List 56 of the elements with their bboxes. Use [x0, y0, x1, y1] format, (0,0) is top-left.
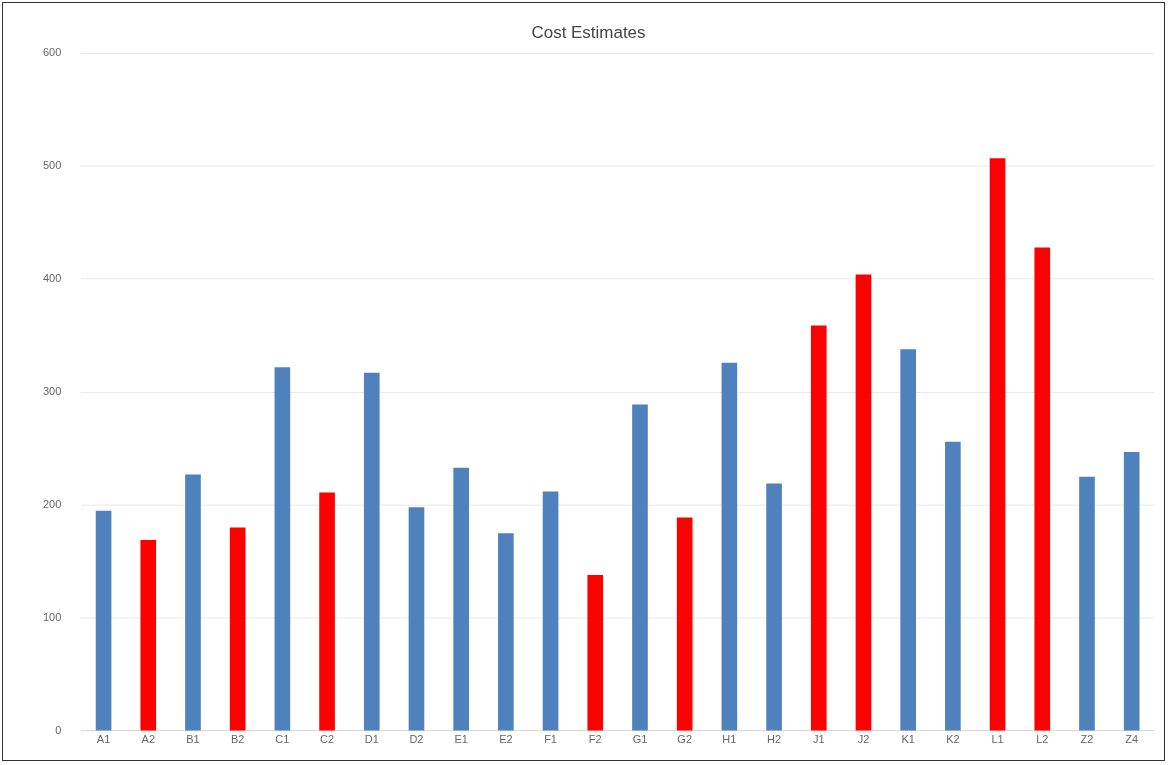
bar	[1079, 476, 1095, 731]
bar	[498, 533, 514, 731]
bar	[1034, 247, 1051, 731]
bar	[945, 441, 961, 731]
bar	[721, 362, 738, 731]
y-tick-label: 400	[42, 272, 62, 285]
bar	[900, 349, 916, 731]
bar	[185, 474, 201, 731]
x-tick-label: Z4	[1125, 733, 1139, 746]
x-tick-label: L2	[1036, 733, 1049, 746]
bar	[542, 491, 559, 731]
bar	[408, 507, 425, 731]
chart-title: Cost Estimates	[531, 22, 646, 42]
bar	[363, 372, 380, 731]
x-tick-label: F2	[588, 733, 602, 746]
x-tick-label: F1	[544, 733, 557, 746]
x-tick-label: K2	[946, 733, 960, 746]
bar	[274, 367, 291, 731]
bar	[766, 483, 782, 731]
x-tick-label: Z2	[1080, 733, 1094, 746]
x-tick-label: D2	[409, 733, 424, 746]
y-tick-label: 200	[42, 498, 62, 511]
x-tick-label: B1	[186, 733, 200, 746]
bar	[229, 527, 246, 731]
x-tick-label: D1	[364, 733, 379, 746]
x-tick-label: A2	[141, 733, 155, 746]
bar	[1123, 451, 1140, 731]
x-tick-label: B2	[230, 733, 245, 746]
x-tick-label: G2	[677, 733, 692, 746]
y-tick-label: 300	[42, 385, 62, 398]
x-tick-label: E2	[499, 733, 513, 746]
bar	[810, 325, 827, 731]
y-tick-label: 100	[42, 610, 62, 623]
x-tick-label: H1	[722, 733, 737, 746]
x-tick-label: L1	[991, 733, 1004, 746]
bar	[587, 575, 604, 731]
bar	[989, 158, 1006, 731]
bar	[855, 274, 872, 731]
x-tick-label: K1	[901, 733, 915, 746]
x-tick-label: C1	[275, 733, 290, 746]
y-tick-label: 0	[55, 723, 62, 736]
x-tick-label: E1	[454, 733, 468, 746]
bar	[676, 517, 693, 731]
x-tick-label: C2	[320, 733, 335, 746]
bar	[453, 467, 469, 731]
y-tick-label: 600	[42, 46, 62, 59]
x-tick-label: J2	[857, 733, 870, 746]
x-tick-label: H2	[767, 733, 782, 746]
x-tick-label: J1	[812, 733, 825, 746]
y-tick-label: 500	[42, 159, 62, 172]
bar	[140, 540, 157, 731]
bar	[632, 404, 648, 731]
x-tick-label: G1	[632, 733, 648, 746]
x-tick-label: A1	[96, 733, 111, 746]
bar	[319, 492, 335, 731]
bar	[95, 510, 112, 731]
